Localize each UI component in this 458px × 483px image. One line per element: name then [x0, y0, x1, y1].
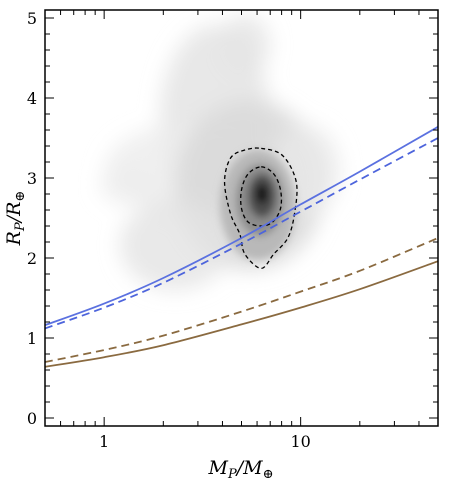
series-curve-4	[45, 260, 438, 368]
density-cloud	[100, 15, 340, 290]
density-contour-1	[223, 147, 298, 270]
axis-tick-labels: 1 10 0 1 2 3 4 5	[27, 9, 311, 451]
series-curve-1	[45, 126, 438, 327]
x-axis-title: MP/M⊕	[208, 457, 274, 482]
model-curves	[45, 126, 438, 368]
density-contours	[223, 147, 298, 270]
axis-ticks	[44, 10, 439, 426]
series-curve-2	[45, 137, 438, 330]
y-tick-label: 3	[27, 169, 37, 188]
x-tick-label: 10	[290, 432, 310, 451]
y-tick-label: 0	[27, 409, 37, 428]
y-tick-label: 1	[27, 329, 37, 348]
density-contour-2	[240, 166, 283, 227]
series-curve-3	[45, 237, 438, 363]
y-tick-label: 4	[27, 89, 37, 108]
y-axis-title: RP/R⊕	[3, 191, 28, 247]
y-tick-label: 2	[27, 249, 37, 268]
x-tick-label: 1	[99, 432, 109, 451]
y-tick-label: 5	[27, 9, 37, 28]
density-core	[220, 150, 296, 260]
